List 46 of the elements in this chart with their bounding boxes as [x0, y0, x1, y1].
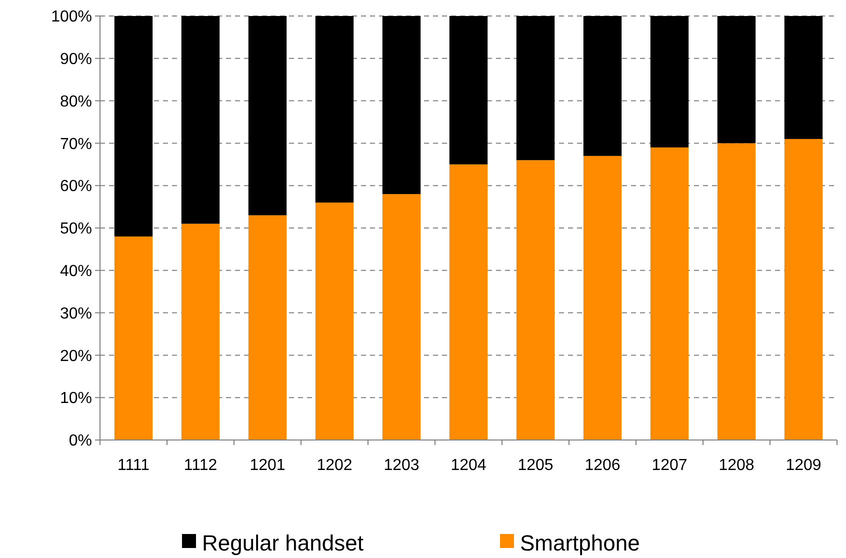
y-tick-label: 10% — [60, 390, 92, 408]
bar — [650, 147, 689, 440]
bar — [449, 164, 488, 440]
legend-label: Regular handset — [202, 530, 364, 556]
bar — [717, 143, 756, 440]
bar — [248, 16, 287, 216]
bar — [315, 202, 354, 440]
bar — [784, 138, 823, 440]
x-tick-label: 1209 — [786, 457, 822, 474]
bar — [717, 16, 756, 144]
bar — [248, 215, 287, 440]
bar — [382, 16, 421, 194]
bar — [650, 16, 689, 148]
bar — [516, 160, 555, 440]
bar — [114, 236, 153, 440]
x-tick-label: 1203 — [384, 457, 420, 474]
x-tick-label: 1204 — [450, 457, 486, 474]
legend-label: Smartphone — [520, 530, 640, 556]
x-tick-label: 1111 — [117, 457, 150, 474]
y-tick-label: 30% — [60, 305, 92, 322]
bar — [583, 156, 622, 440]
y-tick-label: 60% — [60, 178, 92, 196]
y-tick-label: 0% — [68, 432, 92, 450]
bar — [784, 16, 823, 139]
y-tick-label: 80% — [60, 93, 92, 110]
y-tick-label: 70% — [60, 136, 92, 153]
x-tick-label: 1112 — [184, 457, 218, 474]
bar — [181, 16, 220, 224]
x-tick-label: 1201 — [250, 457, 286, 474]
y-tick-label: 20% — [60, 348, 92, 365]
bar — [315, 16, 354, 203]
bar — [114, 16, 153, 236]
bar — [583, 16, 622, 156]
bar — [516, 16, 555, 160]
y-tick-label: 90% — [60, 51, 92, 68]
x-tick-label: 1206 — [584, 457, 620, 474]
x-tick-label: 1202 — [316, 457, 352, 474]
y-tick-label: 100% — [51, 8, 92, 26]
x-tick-label: 1208 — [718, 457, 754, 474]
bar — [382, 194, 421, 440]
x-tick-label: 1207 — [652, 457, 688, 474]
x-tick-label: 1205 — [518, 457, 554, 474]
bar — [181, 224, 220, 440]
bar — [449, 16, 488, 164]
y-tick-label: 50% — [60, 220, 92, 238]
y-tick-label: 40% — [60, 263, 92, 280]
